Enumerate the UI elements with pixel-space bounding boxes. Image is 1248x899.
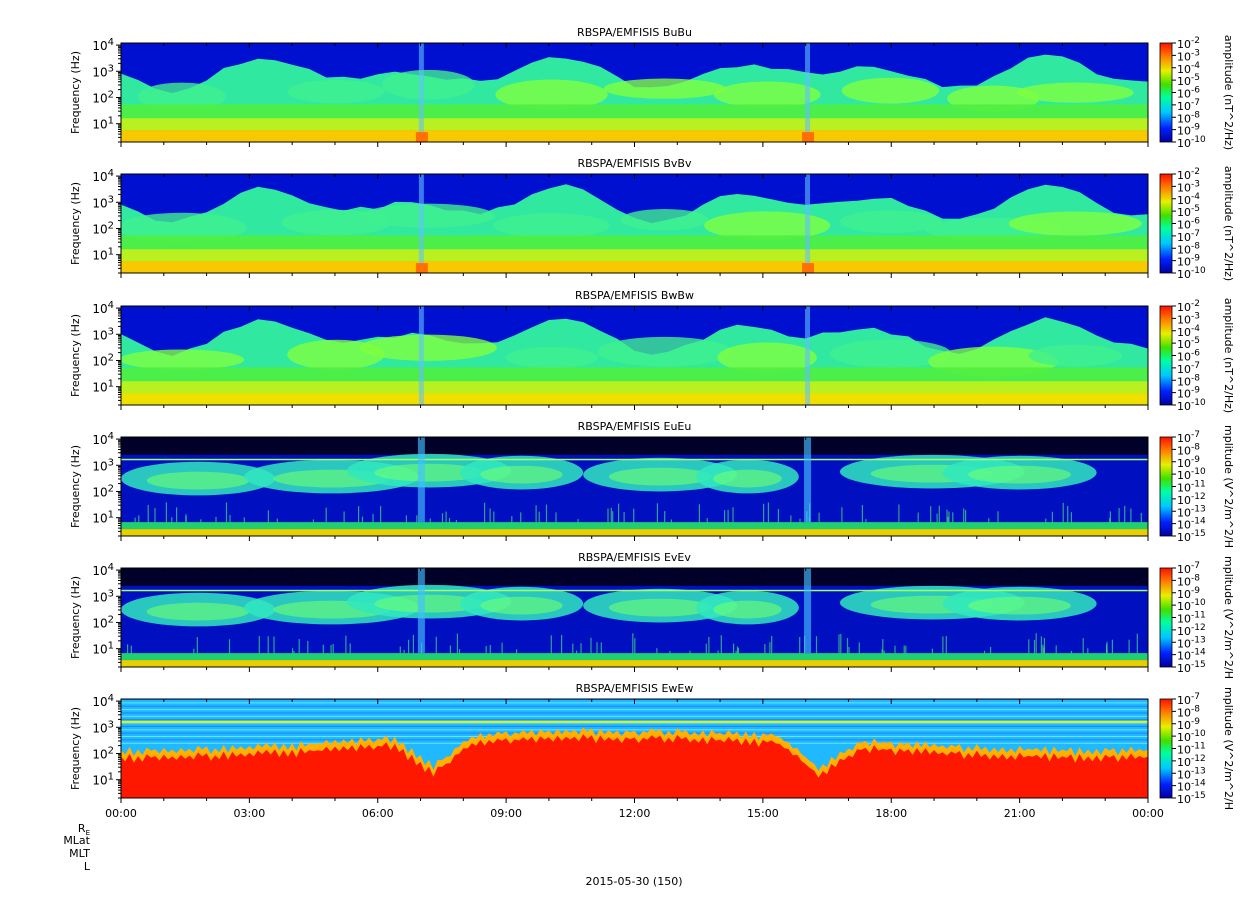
x-tick-label: 00:00 [105,807,137,820]
y-tick-label: 102 [92,89,114,105]
y-tick-label: 104 [92,693,114,709]
y-tick-label: 104 [92,300,114,316]
colorbar-label: mplitude (V^2/m^2/H [1222,425,1235,548]
x-tick-label: 18:00 [875,807,907,820]
colorbar [1159,436,1173,537]
colorbar-tick-label: 10-15 [1177,660,1206,675]
x-tick-label: 12:00 [619,807,651,820]
spectrogram-image [121,437,1148,536]
panel-title: RBSPA/EMFISIS EvEv [578,551,691,564]
x-tick-label: 03:00 [234,807,266,820]
y-axis-label: Frequency (Hz) [69,576,82,659]
y-tick-label: 102 [92,614,114,630]
y-axis-label: Frequency (Hz) [69,707,82,790]
ephem-label-mlt: MLT [69,847,90,860]
colorbar-tick-label: 10-15 [1177,791,1206,806]
spectrogram-panel-6: RBSPA/EMFISIS EwEw 104 103 102 101 Frequency … [69,682,1235,820]
colorbar [1159,567,1173,668]
colorbar [1159,42,1173,143]
colorbar-tick-label: 10-15 [1177,529,1206,544]
panel-title: RBSPA/EMFISIS EwEw [576,682,694,695]
spectrogram-panel-3: RBSPA/EMFISIS BwBw 104 103 102 101 Frequency … [69,289,1235,413]
colorbar-label: amplitude (nT^2/Hz) [1222,35,1235,150]
y-tick-label: 104 [92,562,114,578]
spectrogram-image [121,174,1148,273]
x-tick-label: 09:00 [490,807,522,820]
colorbar-label: amplitude (nT^2/Hz) [1222,166,1235,281]
spectrogram-image [121,568,1148,667]
y-tick-label: 102 [92,352,114,368]
x-tick-label: 06:00 [362,807,394,820]
y-tick-label: 102 [92,745,114,761]
panel-title: RBSPA/EMFISIS BvBv [578,157,692,170]
y-tick-label: 103 [92,719,114,735]
colorbar-label: mplitude (V^2/m^2/H [1222,687,1235,810]
ephem-label-l: L [84,860,91,873]
y-axis-label: Frequency (Hz) [69,314,82,397]
y-axis-label: Frequency (Hz) [69,182,82,265]
y-tick-label: 103 [92,63,114,79]
y-tick-label: 101 [92,641,114,657]
y-tick-label: 101 [92,510,114,526]
colorbar [1159,305,1173,406]
spectrogram-image [121,699,1148,798]
y-tick-label: 101 [92,772,114,788]
y-tick-label: 103 [92,194,114,210]
panel-title: RBSPA/EMFISIS BuBu [577,26,692,39]
y-tick-label: 103 [92,588,114,604]
spectrogram-panel-1: RBSPA/EMFISIS BuBu 104 103 102 101 Frequency … [69,26,1235,150]
colorbar-tick-label: 10-10 [1177,266,1206,281]
y-tick-label: 102 [92,220,114,236]
spectrogram-panel-4: RBSPA/EMFISIS EuEu 104 103 102 101 Frequency … [69,420,1235,548]
colorbar-tick-label: 10-10 [1177,135,1206,150]
spectrogram-panel-2: RBSPA/EMFISIS BvBv 104 103 102 101 Frequency … [69,157,1235,281]
y-tick-label: 104 [92,37,114,53]
date-label: 2015-05-30 (150) [585,875,682,888]
y-tick-label: 102 [92,483,114,499]
colorbar [1159,173,1173,274]
colorbar-label: amplitude (nT^2/Hz) [1222,298,1235,413]
colorbar [1159,698,1173,799]
ephem-label-mlat: MLat [63,834,90,847]
y-axis-label: Frequency (Hz) [69,51,82,134]
x-tick-label: 21:00 [1004,807,1036,820]
y-tick-label: 101 [92,116,114,132]
y-tick-label: 104 [92,431,114,447]
y-tick-label: 103 [92,326,114,342]
colorbar-tick-label: 10-10 [1177,398,1206,413]
spectrogram-image [121,43,1148,142]
y-axis-label: Frequency (Hz) [69,445,82,528]
y-tick-label: 104 [92,168,114,184]
x-tick-label: 00:00 [1132,807,1164,820]
x-tick-label: 15:00 [747,807,779,820]
spectrogram-image [121,306,1148,405]
spectrogram-panel-5: RBSPA/EMFISIS EvEv 104 103 102 101 Frequency … [69,551,1235,679]
y-tick-label: 101 [92,379,114,395]
y-tick-label: 101 [92,247,114,263]
colorbar-label: mplitude (V^2/m^2/H [1222,556,1235,679]
panel-title: RBSPA/EMFISIS EuEu [578,420,692,433]
y-tick-label: 103 [92,457,114,473]
panel-title: RBSPA/EMFISIS BwBw [575,289,694,302]
